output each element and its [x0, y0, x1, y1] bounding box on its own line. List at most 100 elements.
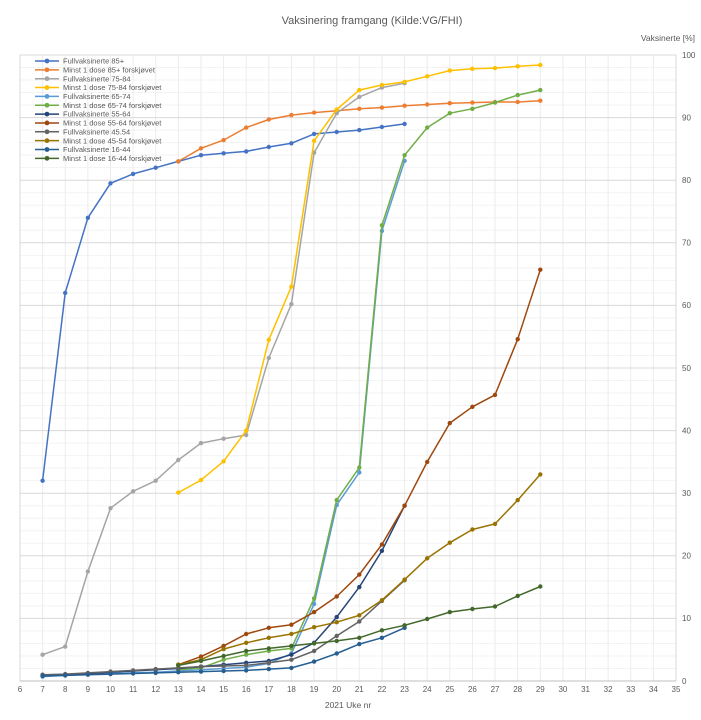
- x-tick-label: 6: [18, 685, 23, 694]
- legend-label: Minst 1 dose 85+ forskjøvet: [63, 65, 156, 74]
- data-point-marker: [289, 284, 294, 289]
- series-minst-1-dose-85-forskj-vet: [176, 98, 543, 164]
- data-point-marker: [447, 609, 452, 615]
- data-point-marker: [538, 584, 543, 589]
- data-point-marker: [244, 663, 249, 668]
- plot-area: 6 7 8 9 10 11 12 13 14 15 16 17 18 19 20 21 22 23 24 25 26 27…: [18, 51, 696, 694]
- x-tick-label: 13: [174, 685, 183, 694]
- data-point-marker: [266, 117, 271, 122]
- data-point-marker: [425, 74, 430, 79]
- legend-marker: [44, 85, 50, 90]
- x-tick-label: 30: [558, 685, 567, 694]
- data-point-marker: [334, 633, 339, 639]
- data-point-marker: [402, 623, 407, 628]
- legend-item-minst-1-dose-75-84-forskj-vet: Minst 1 dose 75-84 forskjøvet: [35, 83, 162, 92]
- y-tick-label: 0: [682, 677, 687, 686]
- data-point-marker: [379, 635, 385, 640]
- data-point-marker: [311, 641, 317, 646]
- data-point-marker: [153, 478, 158, 483]
- y-tick-label: 40: [682, 426, 691, 435]
- y-tick-label: 10: [682, 614, 691, 623]
- data-point-marker: [198, 669, 204, 674]
- data-point-marker: [334, 638, 339, 644]
- x-tick-label: 19: [310, 685, 319, 694]
- data-point-marker: [470, 106, 475, 112]
- x-tick-label: 32: [604, 685, 613, 694]
- legend-item-minst-1-dose-65-74-forskj-vet: Minst 1 dose 65-74 forskjøvet: [35, 101, 162, 110]
- data-point-marker: [153, 165, 158, 170]
- legend-item-minst-1-dose-55-64-forskj-vet: Minst 1 dose 55-64 forskjøvet: [35, 119, 162, 128]
- data-point-marker: [538, 267, 543, 272]
- data-point-marker: [470, 606, 475, 612]
- legend-marker: [44, 67, 50, 73]
- data-point-marker: [176, 663, 181, 668]
- data-point-marker: [244, 668, 249, 673]
- legend-marker: [44, 102, 50, 108]
- data-point-marker: [425, 125, 430, 130]
- x-tick-label: 35: [672, 685, 681, 694]
- data-point-marker: [221, 668, 226, 674]
- data-point-marker: [357, 106, 362, 112]
- data-point-marker: [379, 82, 385, 88]
- data-point-marker: [357, 635, 362, 640]
- y-axis-title: Vaksinerte [%]: [641, 33, 695, 43]
- data-point-marker: [266, 660, 271, 665]
- data-point-marker: [515, 497, 520, 503]
- x-tick-label: 33: [626, 685, 635, 694]
- data-point-marker: [244, 648, 249, 654]
- data-point-marker: [198, 654, 204, 659]
- data-point-marker: [357, 613, 362, 618]
- data-point-marker: [221, 459, 226, 464]
- data-point-marker: [289, 657, 294, 662]
- y-tick-label: 90: [682, 113, 691, 122]
- data-point-marker: [176, 457, 181, 463]
- data-point-marker: [357, 584, 362, 590]
- data-point-marker: [289, 301, 294, 307]
- data-point-marker: [379, 548, 385, 553]
- legend-label: Fullvaksinerte 16-44: [63, 145, 131, 154]
- data-point-marker: [221, 646, 226, 652]
- data-point-marker: [402, 121, 407, 127]
- legend-marker: [44, 147, 50, 152]
- x-tick-label: 15: [219, 685, 228, 694]
- data-point-marker: [221, 137, 226, 143]
- x-tick-label: 12: [151, 685, 160, 694]
- data-point-marker: [221, 151, 226, 156]
- legend-label: Fullvaksinerte 65-74: [63, 92, 131, 101]
- series-fullvaksinerte-75-84: [40, 81, 407, 657]
- data-point-marker: [311, 659, 317, 664]
- data-point-marker: [221, 657, 226, 662]
- x-tick-label: 21: [355, 685, 364, 694]
- data-point-marker: [130, 671, 136, 676]
- data-point-marker: [357, 619, 362, 624]
- data-point-marker: [379, 223, 385, 228]
- data-point-marker: [334, 594, 339, 599]
- legend-item-minst-1-dose-45-54-forskj-vet: Minst 1 dose 45-54 forskjøvet: [35, 136, 162, 145]
- y-tick-label: 60: [682, 301, 691, 310]
- legend-item-minst-1-dose-16-44-forskj-vet: Minst 1 dose 16-44 forskjøvet: [35, 154, 162, 163]
- data-point-marker: [221, 643, 226, 649]
- data-point-marker: [244, 432, 249, 438]
- x-tick-label: 16: [242, 685, 251, 694]
- x-tick-label: 7: [40, 685, 45, 694]
- series-minst-1-dose-75-84-forskj-vet: [176, 62, 543, 495]
- data-point-marker: [198, 153, 204, 158]
- data-point-marker: [515, 337, 520, 342]
- data-point-marker: [470, 66, 475, 72]
- data-point-marker: [244, 125, 249, 130]
- data-point-marker: [266, 144, 271, 150]
- x-tick-label: 31: [581, 685, 590, 694]
- data-point-marker: [515, 64, 520, 69]
- data-point-marker: [470, 527, 475, 532]
- data-point-marker: [108, 181, 113, 186]
- data-point-marker: [198, 658, 204, 664]
- x-tick-label: 27: [491, 685, 500, 694]
- data-point-marker: [425, 556, 430, 561]
- data-point-marker: [289, 141, 294, 146]
- legend-marker: [44, 111, 50, 117]
- data-point-marker: [538, 62, 543, 68]
- x-tick-label: 14: [197, 685, 206, 694]
- x-tick-label: 34: [649, 685, 658, 694]
